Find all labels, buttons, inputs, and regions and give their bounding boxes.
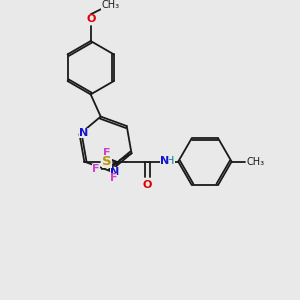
Text: N: N — [79, 128, 88, 138]
Text: F: F — [92, 164, 100, 174]
Text: O: O — [86, 14, 95, 24]
Text: F: F — [110, 173, 118, 183]
Text: F: F — [103, 148, 111, 158]
Text: H: H — [166, 156, 175, 166]
Text: S: S — [102, 155, 112, 168]
Text: CH₃: CH₃ — [101, 0, 119, 11]
Text: O: O — [143, 180, 152, 190]
Text: N: N — [110, 167, 119, 177]
Text: CH₃: CH₃ — [246, 157, 264, 166]
Text: N: N — [160, 156, 169, 166]
